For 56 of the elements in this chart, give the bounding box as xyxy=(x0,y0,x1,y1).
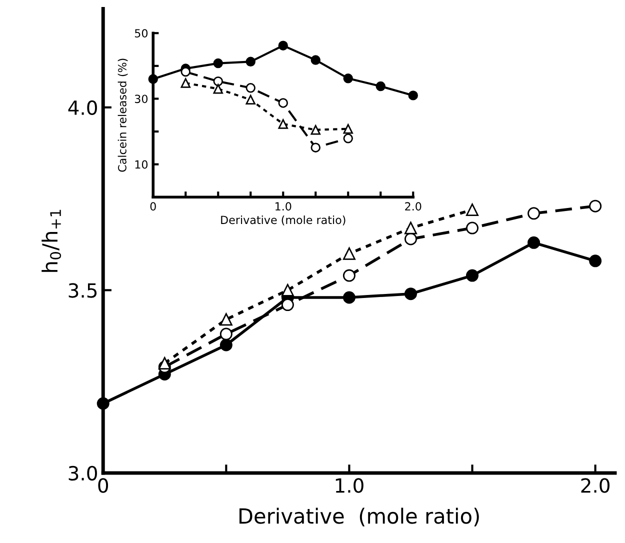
x-tick-label: 0 xyxy=(98,478,108,493)
point xyxy=(278,119,288,129)
point xyxy=(148,74,158,84)
point xyxy=(466,222,479,234)
point xyxy=(342,247,356,260)
point xyxy=(310,125,320,135)
point xyxy=(376,81,386,92)
point xyxy=(213,76,223,86)
point xyxy=(528,207,540,220)
x-tick-label: 2.0 xyxy=(405,202,422,211)
point xyxy=(246,56,256,67)
point xyxy=(158,357,171,370)
point xyxy=(278,98,288,108)
y-tick-label: 3.5 xyxy=(68,283,97,298)
point xyxy=(343,124,353,134)
point xyxy=(466,269,479,282)
x-tick-label: 2.0 xyxy=(581,478,610,493)
point xyxy=(281,284,294,296)
point xyxy=(589,200,602,212)
point xyxy=(528,236,540,249)
x-axis-title: Derivative (mole ratio) xyxy=(240,508,479,526)
point xyxy=(310,55,320,65)
point xyxy=(213,84,223,94)
point xyxy=(404,232,417,246)
point xyxy=(213,58,223,68)
x-tick-label: 1.0 xyxy=(276,202,292,211)
x-tick-label: 0 xyxy=(150,202,156,211)
point xyxy=(404,288,417,300)
x-tick-label: 1.0 xyxy=(336,478,364,493)
y-tick-label: 30 xyxy=(134,94,148,104)
point xyxy=(466,203,479,216)
point xyxy=(180,66,190,77)
y-tick-label: 4.0 xyxy=(68,100,97,116)
point xyxy=(281,298,294,312)
point xyxy=(342,269,356,282)
point xyxy=(310,142,320,152)
point xyxy=(278,40,288,50)
y-axis-title: Calcein released (%) xyxy=(118,58,128,172)
y-tick-label: 50 xyxy=(134,29,148,38)
point xyxy=(96,397,110,410)
point xyxy=(220,338,232,352)
point xyxy=(246,94,256,105)
point xyxy=(404,222,417,234)
y-tick-label: 10 xyxy=(135,160,148,169)
y-tick-label: 3.0 xyxy=(68,466,97,481)
x-axis-title: Derivative (mole ratio) xyxy=(221,216,346,226)
point xyxy=(180,78,190,88)
point xyxy=(343,74,353,84)
point xyxy=(220,313,232,326)
point xyxy=(342,291,356,304)
point xyxy=(589,254,602,268)
point xyxy=(408,90,418,100)
point xyxy=(246,83,256,93)
point xyxy=(343,134,353,144)
y-axis-title: h$_{0}$/h$_{+1}$ xyxy=(42,210,62,272)
point xyxy=(220,328,232,340)
